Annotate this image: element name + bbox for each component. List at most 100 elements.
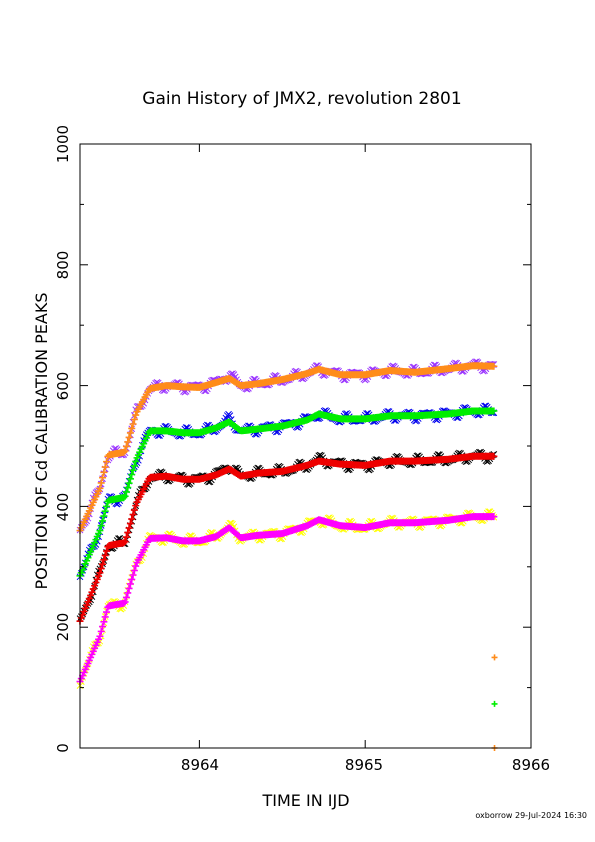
data-point-series-8 bbox=[120, 599, 128, 607]
data-point-series-2 bbox=[490, 362, 498, 370]
data-point-series-6 bbox=[97, 564, 105, 572]
data-point-series-2 bbox=[125, 433, 133, 441]
data-point-series-8 bbox=[132, 562, 140, 570]
data-point-series-6 bbox=[80, 607, 88, 615]
data-point-series-4 bbox=[97, 522, 105, 530]
data-point-series-4 bbox=[125, 479, 133, 487]
y-axis-label: POSITION OF Cd CALIBRATION PEAKS bbox=[32, 293, 51, 590]
data-point-series-8 bbox=[103, 608, 111, 616]
data-point-series-2 bbox=[129, 420, 137, 428]
data-point-series-8 bbox=[121, 598, 129, 606]
data-point-series-6 bbox=[100, 556, 108, 564]
data-point-series-6 bbox=[124, 529, 132, 537]
data-point-series-2 bbox=[124, 438, 132, 446]
data-point-series-6 bbox=[490, 452, 498, 460]
data-point-series-4 bbox=[128, 471, 136, 479]
data-point-series-8 bbox=[99, 623, 107, 631]
data-point-series-4 bbox=[490, 407, 498, 415]
data-point-series-6 bbox=[81, 604, 89, 612]
footer-credit: oxborrow 29-Jul-2024 16:30 bbox=[475, 811, 587, 820]
data-point-series-6 bbox=[93, 575, 101, 583]
data-point-series-6 bbox=[103, 547, 111, 555]
data-point-series-2 bbox=[130, 416, 138, 424]
data-point-series-4 bbox=[132, 457, 140, 465]
data-point-series-8 bbox=[125, 584, 133, 592]
data-point-series-8 bbox=[490, 513, 498, 521]
data-point-series-6 bbox=[87, 591, 95, 599]
data-point-series-2 bbox=[132, 411, 140, 419]
chart-title: Gain History of JMX2, revolution 2801 bbox=[142, 89, 461, 109]
data-point-series-8 bbox=[96, 632, 104, 640]
data-point-series-8 bbox=[101, 613, 109, 621]
data-point-series-2 bbox=[99, 474, 107, 482]
data-point-series-6 bbox=[99, 560, 107, 568]
data-point-series-2 bbox=[120, 448, 128, 456]
data-point-series-6 bbox=[121, 538, 129, 546]
axis-ticks bbox=[80, 144, 532, 748]
y-tick-label-600: 600 bbox=[54, 372, 72, 401]
data-point-series-6 bbox=[95, 572, 103, 580]
data-point-series-4 bbox=[103, 502, 111, 510]
x-tick-label-8964: 8964 bbox=[181, 756, 219, 774]
data-point-series-2 bbox=[96, 484, 104, 492]
data-point-series-6 bbox=[84, 598, 92, 606]
x-tick-label-8966: 8966 bbox=[512, 756, 550, 774]
data-point-series-4 bbox=[101, 507, 109, 515]
data-point-series-6 bbox=[91, 582, 99, 590]
data-point-series-6 bbox=[92, 579, 100, 587]
data-point-series-8 bbox=[97, 627, 105, 635]
data-point-series-6 bbox=[77, 614, 85, 622]
data-point-series-4 bbox=[121, 492, 129, 500]
y-tick-label-400: 400 bbox=[54, 493, 72, 522]
outlier-point-1 bbox=[491, 654, 498, 661]
data-point-series-4 bbox=[130, 462, 138, 470]
data-point-series-6 bbox=[126, 520, 134, 528]
data-point-series-4 bbox=[124, 484, 132, 492]
data-point-series-6 bbox=[101, 551, 109, 559]
data-point-series-8 bbox=[129, 571, 137, 579]
data-point-series-2 bbox=[97, 479, 105, 487]
data-point-series-6 bbox=[96, 569, 104, 577]
plot-area bbox=[76, 358, 498, 751]
y-tick-label-800: 800 bbox=[54, 251, 72, 280]
data-point-series-2 bbox=[126, 429, 134, 437]
data-point-series-8 bbox=[122, 593, 130, 601]
data-point-series-2 bbox=[121, 447, 129, 455]
data-point-series-6 bbox=[125, 524, 133, 532]
data-point-series-6 bbox=[128, 515, 136, 523]
data-point-series-8 bbox=[124, 589, 132, 597]
plot-frame bbox=[79, 143, 532, 749]
data-point-series-8 bbox=[100, 618, 108, 626]
data-point-series-4 bbox=[122, 488, 130, 496]
data-point-series-6 bbox=[83, 601, 91, 609]
data-point-series-6 bbox=[88, 588, 96, 596]
data-point-series-4 bbox=[129, 466, 137, 474]
y-tick-label-1000: 1000 bbox=[54, 125, 72, 163]
y-tick-label-0: 0 bbox=[54, 743, 72, 753]
data-point-series-4 bbox=[96, 527, 104, 535]
data-point-series-2 bbox=[128, 424, 136, 432]
data-point-series-2 bbox=[101, 463, 109, 471]
data-point-series-6 bbox=[120, 539, 128, 547]
y-tick-label-200: 200 bbox=[54, 613, 72, 642]
data-point-series-2 bbox=[103, 458, 111, 466]
data-point-series-8 bbox=[126, 580, 134, 588]
data-point-series-8 bbox=[130, 567, 138, 575]
outlier-point-2 bbox=[491, 700, 498, 707]
data-point-series-6 bbox=[85, 595, 93, 603]
data-point-series-4 bbox=[126, 475, 134, 483]
data-point-series-2 bbox=[122, 442, 130, 450]
data-point-series-8 bbox=[128, 575, 136, 583]
data-point-series-2 bbox=[100, 468, 108, 476]
x-axis-label: TIME IN IJD bbox=[261, 791, 349, 810]
data-point-series-6 bbox=[129, 511, 137, 519]
data-point-series-6 bbox=[122, 533, 130, 541]
data-point-series-4 bbox=[100, 512, 108, 520]
data-point-series-4 bbox=[99, 517, 107, 525]
data-point-series-4 bbox=[120, 494, 128, 502]
x-tick-label-8965: 8965 bbox=[345, 756, 383, 774]
data-point-series-6 bbox=[89, 585, 97, 593]
data-point-series-6 bbox=[132, 502, 140, 510]
data-point-series-6 bbox=[130, 506, 138, 514]
